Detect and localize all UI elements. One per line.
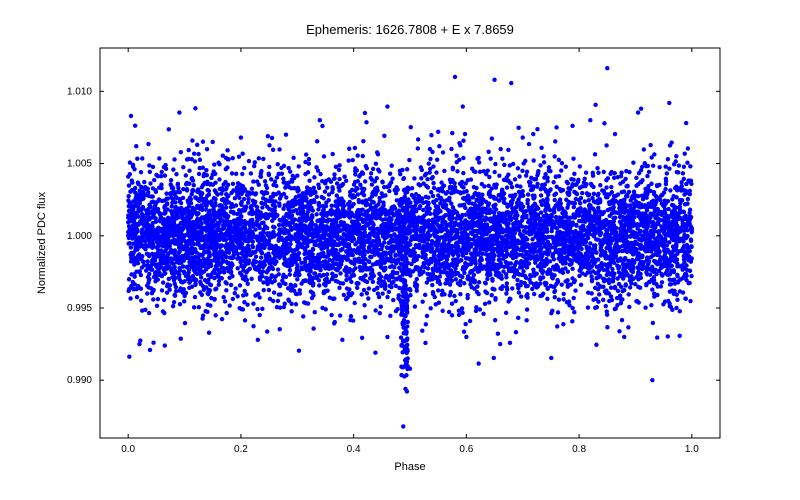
y-tick-label: 1.010 [67, 86, 92, 97]
phase-flux-scatter-chart: 0.0 0.2 0.4 0.6 0.8 1.0 0.990 0.995 1.000 1.005 1.… [0, 0, 800, 500]
x-tick-label: 0.8 [572, 444, 586, 455]
x-tick-label: 1.0 [685, 444, 699, 455]
chart-title: Ephemeris: 1626.7808 + E x 7.8659 [306, 22, 514, 37]
y-tick-label: 0.995 [67, 303, 92, 314]
chart-svg: 0.0 0.2 0.4 0.6 0.8 1.0 0.990 0.995 1.000 1.005 1.… [0, 0, 800, 500]
y-axis-label: Normalized PDC flux [36, 191, 48, 294]
y-tick-label: 0.990 [67, 375, 92, 386]
x-axis-label: Phase [394, 461, 425, 473]
x-tick-label: 0.2 [234, 444, 248, 455]
y-tick-label: 1.000 [67, 231, 92, 242]
y-tick-label: 1.005 [67, 159, 92, 170]
x-tick-label: 0.4 [347, 444, 361, 455]
x-tick-label: 0.0 [121, 444, 135, 455]
x-tick-label: 0.6 [459, 444, 473, 455]
